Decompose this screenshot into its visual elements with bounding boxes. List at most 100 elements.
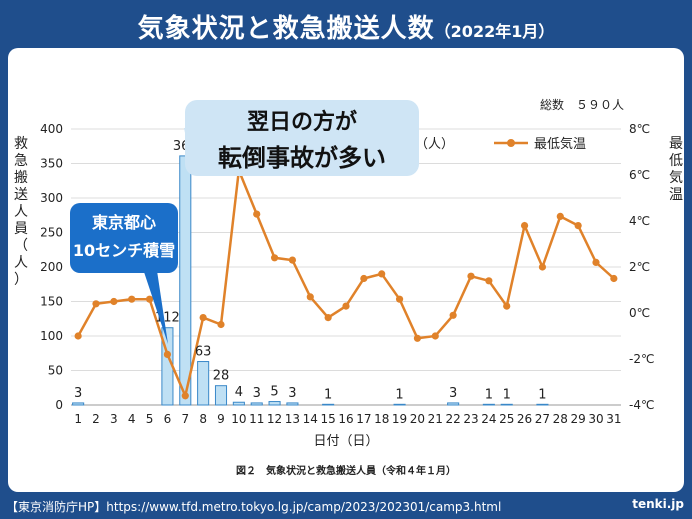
x-tick-label: 7 <box>181 412 189 426</box>
bar-data-label: 1 <box>395 387 403 402</box>
temperature-point <box>324 314 332 322</box>
x-tick-label: 16 <box>338 412 353 426</box>
legend-line-label: 最低気温 <box>534 136 586 152</box>
bar-data-label: 1 <box>324 387 332 402</box>
bar <box>72 402 85 406</box>
x-tick-label: 22 <box>446 412 461 426</box>
legend-line-marker <box>507 139 515 147</box>
y-left-tick-label: 250 <box>40 226 63 240</box>
x-tick-label: 18 <box>374 412 389 426</box>
y-left-tick-label: 100 <box>40 329 63 343</box>
x-tick-label: 20 <box>410 412 425 426</box>
y-left-tick-label: 300 <box>40 191 63 205</box>
bar <box>214 385 228 406</box>
x-tick-label: 4 <box>128 412 136 426</box>
temperature-point <box>342 302 350 310</box>
temperature-point <box>503 302 511 310</box>
chart-svg: 0 50 100 150 200 250 300 350 400 -4℃ -2℃ 0℃ 2℃ 4℃ 6℃ 8℃… <box>14 97 683 477</box>
temperature-point <box>145 295 154 303</box>
y-right-tick-label: 4℃ <box>629 214 650 228</box>
temperature-point <box>538 263 547 271</box>
temperature-point <box>253 210 261 218</box>
chart-panel: 0 50 100 150 200 250 300 350 400 -4℃ -2℃ 0℃ 2℃ 4℃ 6℃ 8℃… <box>8 48 684 492</box>
title-main: 気象状況と救急搬送人数 <box>137 14 435 44</box>
temperature-point <box>449 311 457 319</box>
x-tick-label: 28 <box>553 412 568 426</box>
temperature-point <box>413 334 422 342</box>
callout-next-day-pointer <box>184 128 208 148</box>
x-tick-label: 2 <box>92 412 100 426</box>
temperature-point <box>378 270 386 278</box>
x-tick-label: 17 <box>356 412 371 426</box>
temperature-point <box>592 258 600 266</box>
y-left-tick-label: 150 <box>40 295 63 309</box>
x-tick-label: 6 <box>164 412 172 426</box>
bar-data-label: 28 <box>213 369 230 384</box>
y-right-tick-label: 6℃ <box>629 168 650 182</box>
x-tick-label: 10 <box>231 412 246 426</box>
callout-next-day: 翌日の方が 転倒事故が多い <box>185 100 419 176</box>
y-left-tick-label: 0 <box>55 398 63 412</box>
x-tick-label: 12 <box>267 412 282 426</box>
y-right-tick-label: -2℃ <box>629 352 654 366</box>
page-title: 気象状況と救急搬送人数（2022年1月） <box>0 8 692 45</box>
x-tick-label: 25 <box>499 412 514 426</box>
y-left-tick-label: 200 <box>40 260 63 274</box>
bar-data-label: 5 <box>270 385 278 400</box>
x-tick-label: 8 <box>199 412 207 426</box>
bar <box>482 403 495 406</box>
temperature-point <box>556 212 564 220</box>
temperature-point <box>306 293 314 301</box>
temperature-point <box>520 222 529 230</box>
bar-data-label: 3 <box>74 386 82 401</box>
x-tick-label: 3 <box>110 412 118 426</box>
x-tick-label: 1 <box>74 412 82 426</box>
x-tick-label: 19 <box>392 412 407 426</box>
y-axis-right-title: 最低気温 <box>669 136 683 203</box>
y-right-tick-label: -4℃ <box>629 398 654 412</box>
x-axis-title: 日付（日） <box>313 434 378 449</box>
x-tick-label: 27 <box>535 412 550 426</box>
x-tick-label: 13 <box>285 412 300 426</box>
temperature-point <box>467 272 475 280</box>
temperature-point <box>74 332 82 340</box>
bar <box>268 401 281 406</box>
chart-caption: 図２ 気象状況と救急搬送人員（令和４年１月） <box>236 464 456 477</box>
bar-data-label: 1 <box>503 387 511 402</box>
bar <box>250 402 263 406</box>
temperature-point <box>610 274 618 283</box>
bar <box>286 402 299 406</box>
x-tick-label: 30 <box>588 412 603 426</box>
bar <box>536 403 549 406</box>
bar-data-label: 1 <box>538 387 546 402</box>
temperature-point <box>128 295 136 303</box>
callout-snow-line2: 10センチ積雪 <box>72 241 176 260</box>
x-tick-label: 9 <box>217 412 225 426</box>
y-axis-left-title: 救急搬送人員（人） <box>14 136 28 288</box>
x-tick-label: 24 <box>481 412 496 426</box>
x-tick-label: 31 <box>606 412 621 426</box>
bar <box>197 361 210 406</box>
temperature-point <box>163 350 172 358</box>
bar-data-label: 4 <box>235 385 243 400</box>
bar-data-label: 3 <box>288 386 296 401</box>
callout-snow: 東京都心 10センチ積雪 <box>70 203 178 273</box>
x-tick-label: 15 <box>321 412 336 426</box>
y-left-tick-label: 50 <box>48 364 63 378</box>
temperature-point <box>431 332 439 340</box>
bar <box>393 403 406 406</box>
x-tick-label: 5 <box>146 412 154 426</box>
x-tick-label: 21 <box>428 412 443 426</box>
callout-next-day-line2: 転倒事故が多い <box>218 144 386 172</box>
temperature-point <box>360 274 368 283</box>
temperature-point <box>199 314 207 322</box>
temperature-point <box>395 295 404 303</box>
temperature-point <box>181 392 189 400</box>
bar <box>447 402 460 406</box>
x-tick-label: 29 <box>571 412 586 426</box>
bar <box>322 403 335 406</box>
y-right-tick-label: 0℃ <box>629 306 650 320</box>
temperature-point <box>270 254 279 262</box>
temperature-point <box>217 320 225 329</box>
footer-source-url: 【東京消防庁HP】https://www.tfd.metro.tokyo.lg.… <box>6 500 502 514</box>
